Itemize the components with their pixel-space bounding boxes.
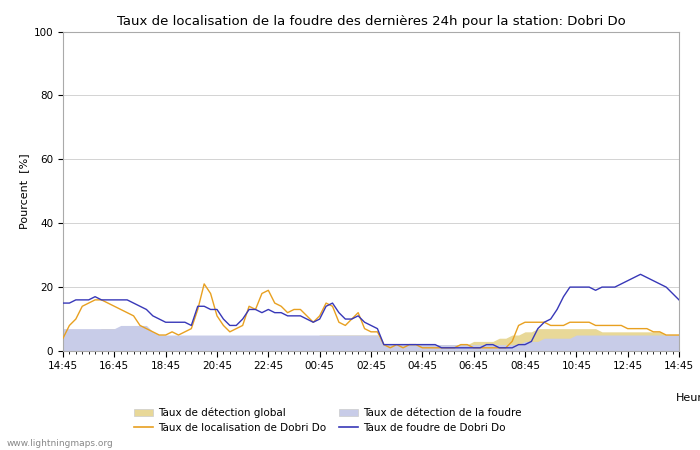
Y-axis label: Pourcent  [%]: Pourcent [%] (20, 153, 29, 229)
Text: Heure: Heure (676, 393, 700, 403)
Legend: Taux de détection global, Taux de localisation de Dobri Do, Taux de détection de: Taux de détection global, Taux de locali… (134, 407, 522, 433)
Text: www.lightningmaps.org: www.lightningmaps.org (7, 439, 113, 448)
Title: Taux de localisation de la foudre des dernières 24h pour la station: Dobri Do: Taux de localisation de la foudre des de… (117, 14, 625, 27)
